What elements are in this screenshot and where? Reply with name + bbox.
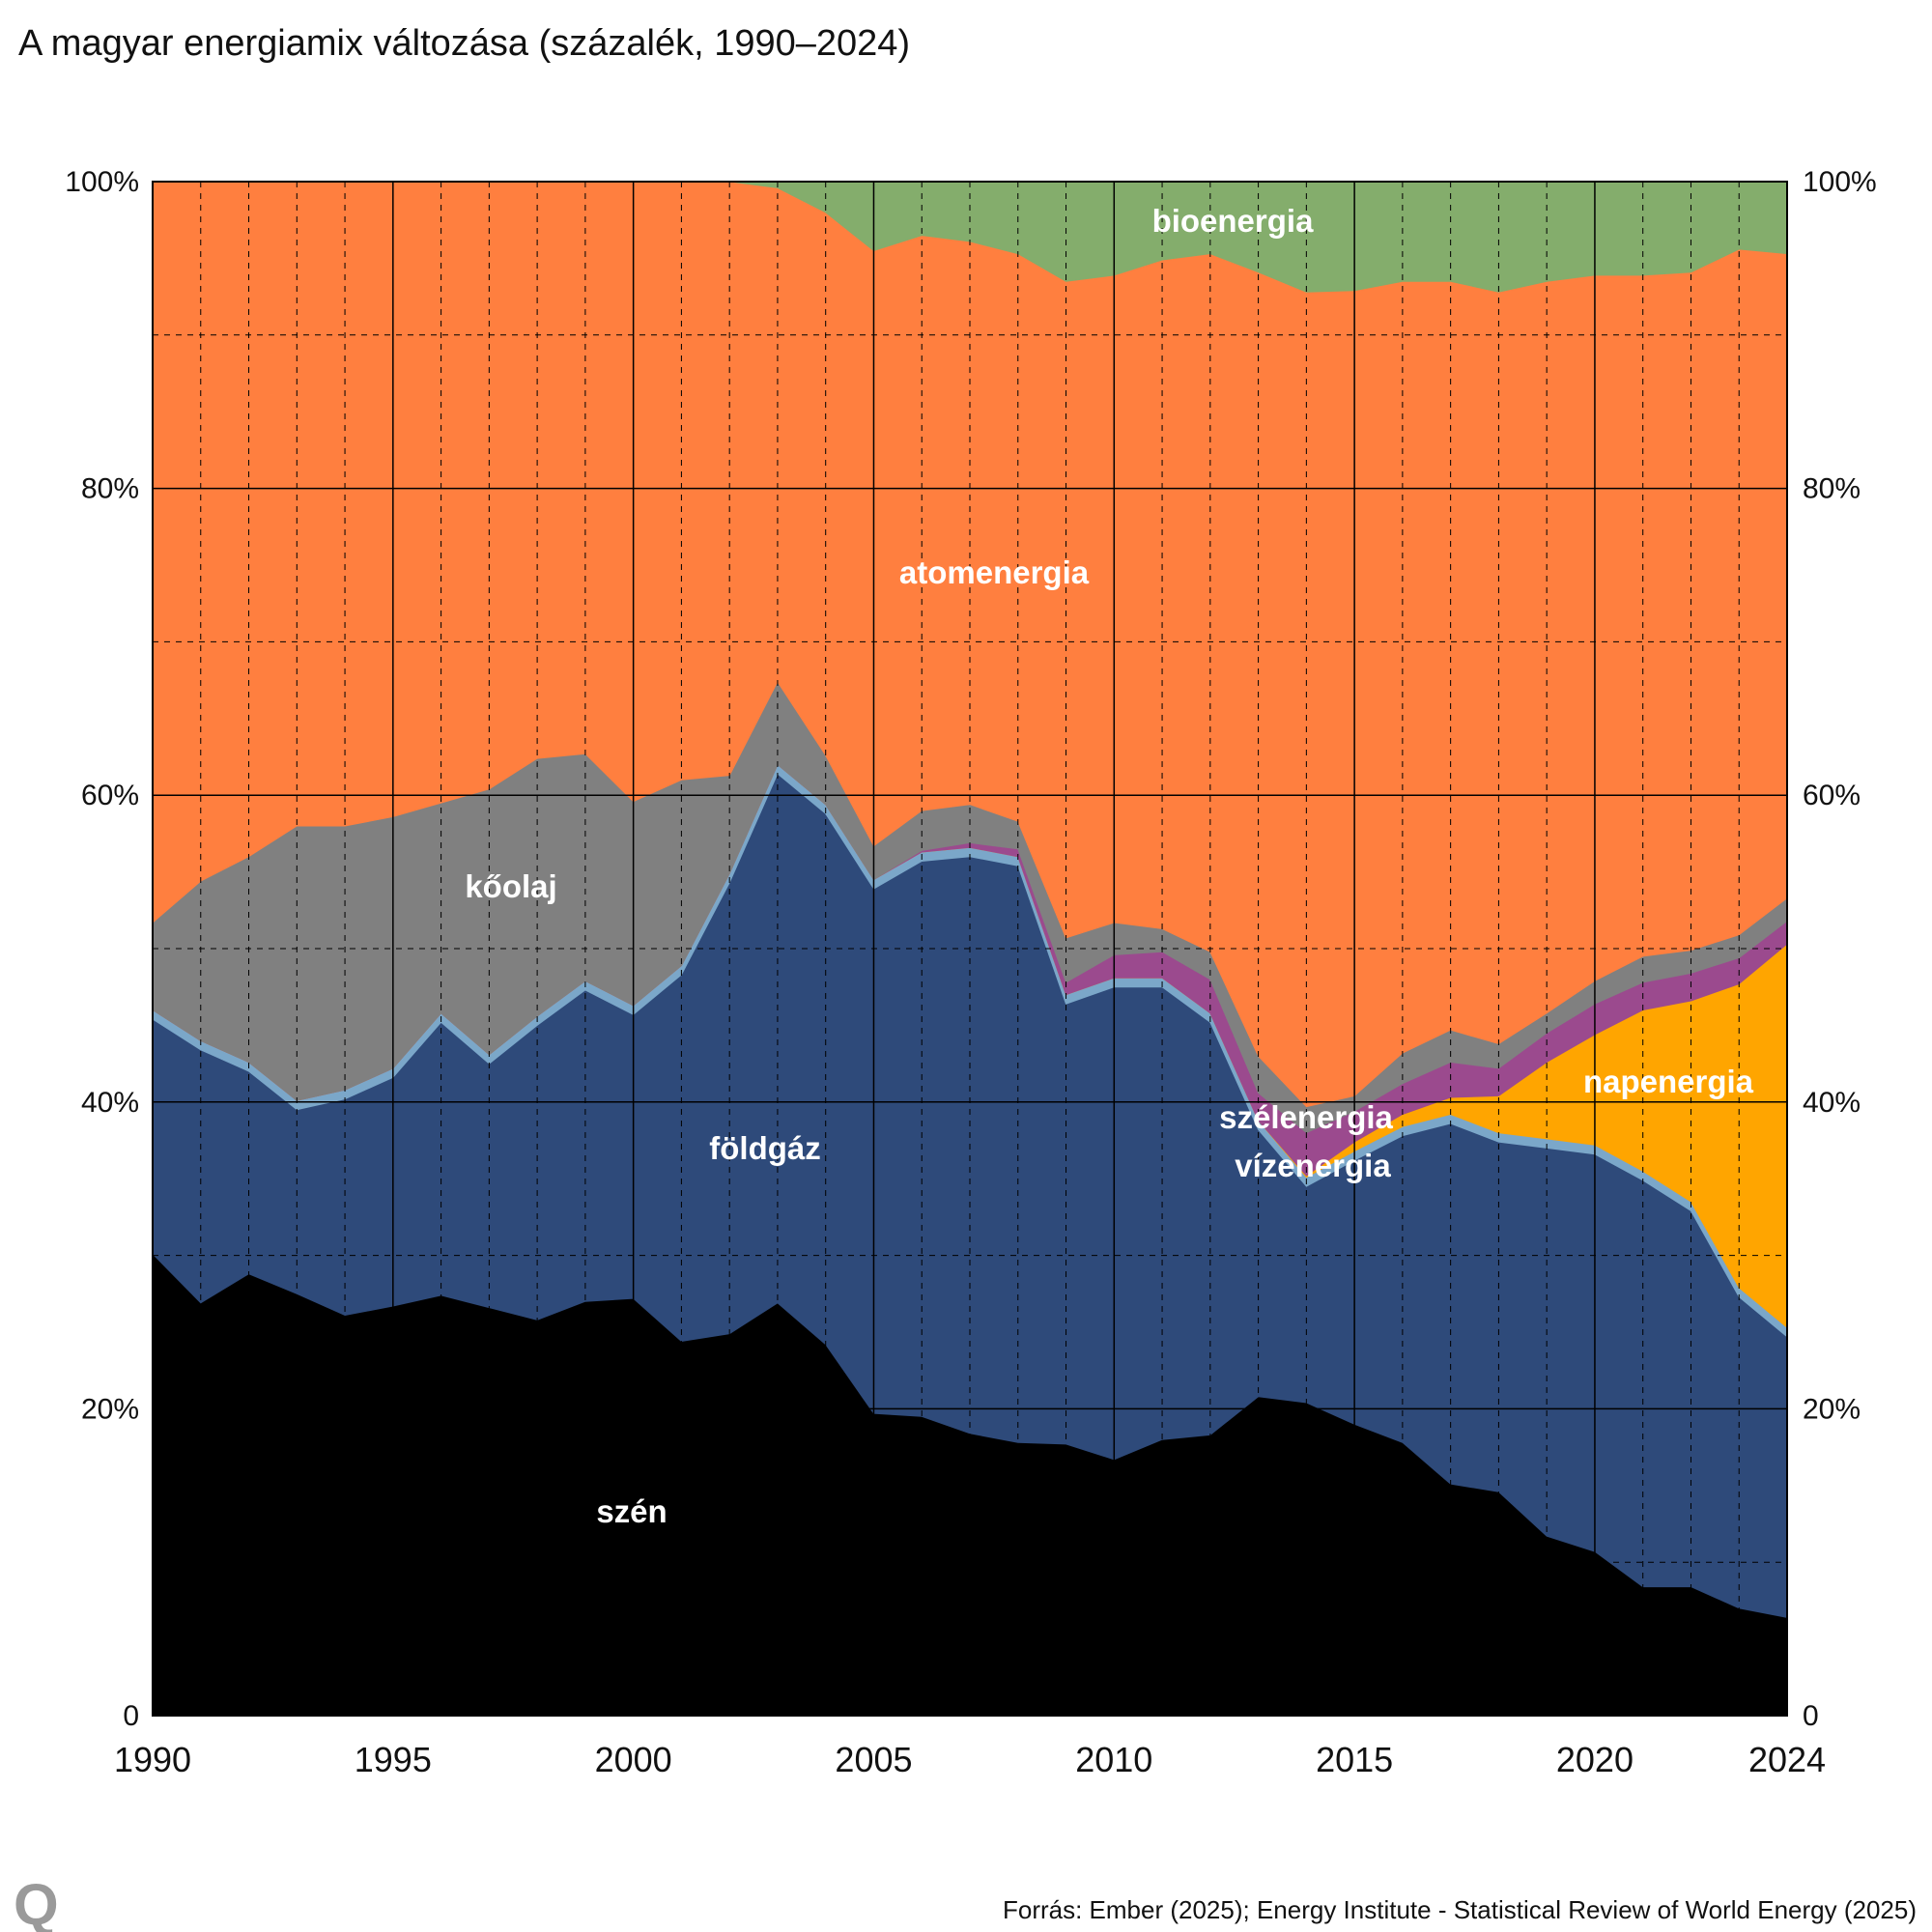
label-koolaj: kőolaj: [465, 868, 556, 904]
y-tick-label-left: 20%: [81, 1393, 139, 1425]
y-tick-label-left: 80%: [81, 473, 139, 505]
x-tick-label: 2010: [1075, 1740, 1152, 1779]
y-tick-label-right: 20%: [1803, 1393, 1861, 1425]
label-szen: szén: [596, 1493, 667, 1529]
y-tick-label-right: 80%: [1803, 473, 1861, 505]
source-note: Forrás: Ember (2025); Energy Institute -…: [1003, 1895, 1917, 1924]
label-szelenergia: szélenergia: [1219, 1099, 1393, 1135]
label-napenergia: napenergia: [1583, 1064, 1754, 1099]
chart-title: A magyar energiamix változása (százalék,…: [18, 23, 910, 64]
label-vizenergia: vízenergia: [1235, 1148, 1391, 1183]
y-tick-label-right: 60%: [1803, 780, 1861, 811]
x-tick-label: 2000: [595, 1740, 672, 1779]
y-tick-label-right: 100%: [1803, 166, 1877, 198]
x-tick-label: 2024: [1748, 1740, 1826, 1779]
y-tick-label-left: 40%: [81, 1087, 139, 1119]
y-tick-label-left: 60%: [81, 780, 139, 811]
y-tick-label-right: 0: [1803, 1700, 1819, 1732]
x-tick-label: 2005: [835, 1740, 912, 1779]
y-tick-label-left: 100%: [65, 166, 139, 198]
label-bioenergia: bioenergia: [1152, 203, 1315, 239]
label-atomenergia: atomenergia: [899, 554, 1090, 590]
y-tick-label-right: 40%: [1803, 1087, 1861, 1119]
label-foldgaz: földgáz: [709, 1130, 820, 1166]
series-labels: kőolaj földgáz szén atomenergia bioenerg…: [465, 203, 1753, 1529]
publisher-logo: Q: [14, 1872, 59, 1932]
x-tick-label: 2020: [1556, 1740, 1634, 1779]
x-tick-label: 2015: [1316, 1740, 1393, 1779]
y-tick-label-left: 0: [123, 1700, 139, 1732]
grid-layer: [152, 181, 1788, 1717]
x-tick-label: 1990: [114, 1740, 191, 1779]
tick-layer: 0 0 20% 20% 40% 40% 60% 60% 80% 80% 100% 100% 1990 19…: [65, 166, 1876, 1779]
x-tick-label: 1995: [355, 1740, 432, 1779]
plot-frame: [152, 181, 1788, 1717]
